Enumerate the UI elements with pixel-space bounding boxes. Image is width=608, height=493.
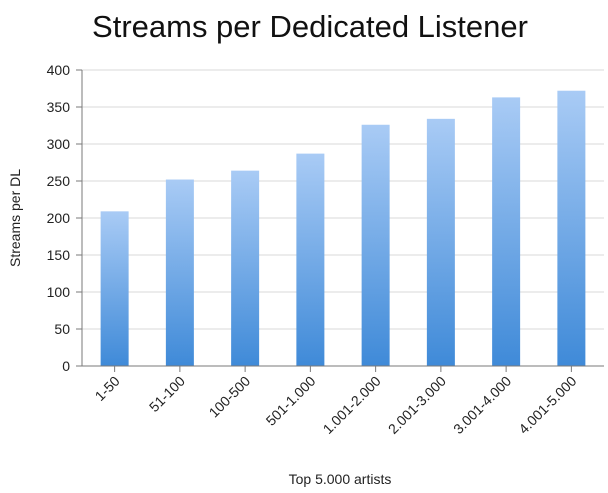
y-axis-ticks: 0 50 100 150 200 250 300 350 400 — [47, 62, 82, 374]
x-axis-label: Top 5.000 artists — [289, 471, 392, 487]
y-tick-label: 200 — [47, 210, 71, 226]
x-axis-tick-labels: 1-50 51-100 100-500 501-1.000 1.001-2.000 2.0… — [92, 366, 580, 437]
y-tick-label: 50 — [54, 321, 70, 337]
bar-1.001-2.000 — [361, 124, 390, 366]
x-tick-label: 1.001-2.000 — [320, 373, 384, 437]
bar-100-500 — [231, 170, 260, 366]
x-tick-label: 51-100 — [146, 373, 188, 415]
y-tick-label: 150 — [47, 247, 71, 263]
x-tick-label: 2.001-3.000 — [385, 373, 449, 437]
gridlines — [82, 69, 604, 367]
y-tick-label: 350 — [47, 99, 71, 115]
x-tick-label: 4.001-5.000 — [515, 373, 579, 437]
y-tick-label: 100 — [47, 284, 71, 300]
y-tick-label: 250 — [47, 173, 71, 189]
y-tick-label: 0 — [62, 358, 70, 374]
bar-3.001-4.000 — [492, 97, 521, 366]
y-tick-label: 400 — [47, 62, 71, 78]
axes — [81, 70, 604, 367]
y-axis-label: Streams per DL — [7, 169, 23, 267]
y-tick-label: 300 — [47, 136, 71, 152]
bars — [100, 90, 586, 366]
bar-1-50 — [100, 211, 129, 366]
bar-51-100 — [165, 179, 194, 366]
x-tick-label: 501-1.000 — [263, 373, 319, 429]
x-tick-label: 100-500 — [206, 373, 254, 421]
chart-title: Streams per Dedicated Listener — [92, 9, 528, 44]
bar-2.001-3.000 — [426, 118, 455, 366]
bar-501-1.000 — [296, 153, 325, 366]
x-tick-label: 1-50 — [92, 373, 123, 404]
bar-4.001-5.000 — [557, 90, 586, 366]
x-tick-label: 3.001-4.000 — [450, 373, 514, 437]
